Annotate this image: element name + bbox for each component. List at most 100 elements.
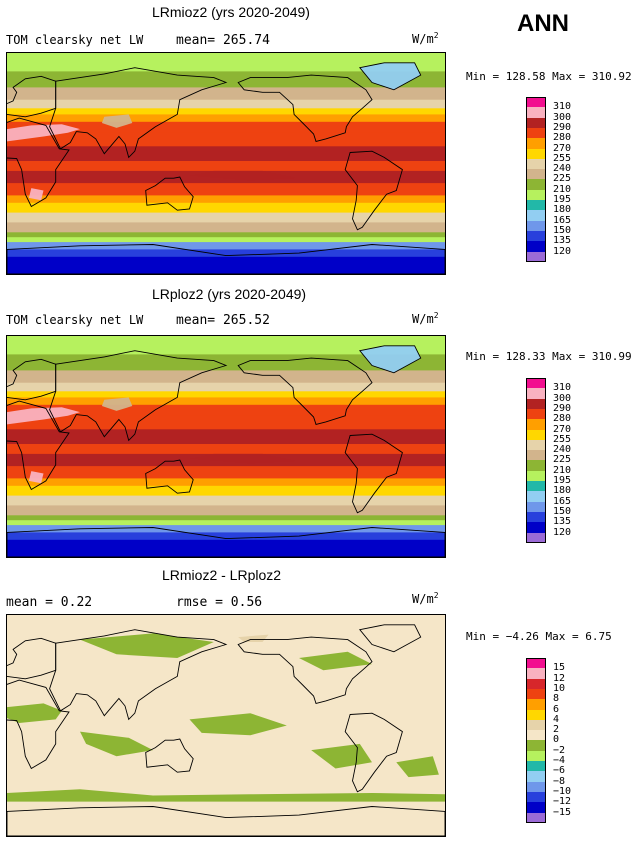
colorbar-swatch <box>526 450 546 461</box>
panel-1-title: LRmioz2 (yrs 2020-2049) <box>152 4 310 20</box>
field-feature <box>7 124 80 142</box>
colorbar-swatch <box>526 532 546 544</box>
colorbar-swatch <box>526 761 546 772</box>
anomaly-region <box>299 651 372 671</box>
colorbar-swatch <box>526 781 546 793</box>
anomaly-region <box>189 713 287 736</box>
colorbar-swatch <box>526 97 546 108</box>
colorbar-swatch <box>526 148 546 160</box>
colorbar-swatch <box>526 429 546 441</box>
coastline <box>7 75 57 118</box>
field-feature <box>101 397 133 411</box>
zonal-band <box>7 195 445 204</box>
colorbar-swatch <box>526 408 546 420</box>
colorbar-swatch <box>526 439 546 451</box>
field-feature <box>28 471 44 484</box>
coastline <box>7 637 57 680</box>
zonal-band <box>7 249 445 258</box>
zonal-band <box>7 202 445 214</box>
colorbar-level-label: −10 <box>553 785 572 797</box>
colorbar-level-label: −15 <box>553 806 572 818</box>
zonal-band <box>7 429 445 445</box>
zonal-band <box>7 232 445 238</box>
colorbar-swatch <box>526 220 546 232</box>
colorbar-level-label: 8 <box>553 693 560 705</box>
colorbar-swatch <box>526 678 546 690</box>
field-feature <box>101 114 133 128</box>
coastline <box>344 150 403 231</box>
zonal-band <box>7 354 445 371</box>
colorbar-level-label: 210 <box>553 183 572 195</box>
colorbar-swatch <box>526 200 546 211</box>
colorbar-swatch <box>526 750 546 762</box>
colorbar-level-label: 180 <box>553 485 572 497</box>
colorbar-level-label: 310 <box>553 382 572 394</box>
zonal-band <box>7 415 445 430</box>
colorbar-swatch <box>526 802 546 813</box>
zonal-band <box>7 391 445 398</box>
colorbar-swatch <box>526 419 546 430</box>
colorbar-level-label: 180 <box>553 204 572 216</box>
colorbar-level-label: 225 <box>553 173 572 185</box>
panel-3-map <box>6 614 446 837</box>
colorbar-level-label: −6 <box>553 765 566 777</box>
coastline <box>7 806 445 836</box>
anomaly-region <box>7 789 445 802</box>
colorbar-level-label: 150 <box>553 224 572 236</box>
colorbar-level-label: 150 <box>553 505 572 517</box>
colorbar-level-label: 270 <box>553 423 572 435</box>
colorbar-swatch <box>526 522 546 533</box>
coastline <box>49 67 228 159</box>
zonal-band <box>7 87 445 101</box>
zonal-band <box>7 466 445 479</box>
colorbar-level-label: 300 <box>553 392 572 404</box>
colorbar-swatch <box>526 658 546 669</box>
colorbar-swatch <box>526 771 546 782</box>
colorbar-swatch <box>526 210 546 221</box>
coastline <box>145 738 194 773</box>
zonal-band <box>7 121 445 134</box>
colorbar-level-label: 210 <box>553 464 572 476</box>
zonal-band <box>7 222 445 233</box>
zonal-band <box>7 53 445 72</box>
panel-3-rmse: rmse = 0.56 <box>176 595 263 610</box>
colorbar-swatch <box>526 241 546 252</box>
colorbar-level-label: 2 <box>553 724 560 736</box>
panel-2-mean: mean= 265.52 <box>176 313 270 328</box>
colorbar-level-label: 280 <box>553 413 572 425</box>
field-feature <box>189 170 299 181</box>
coastline <box>7 679 70 770</box>
colorbar-level-label: 195 <box>553 194 572 205</box>
colorbar-level-label: 300 <box>553 111 572 123</box>
colorbar-swatch <box>526 511 546 523</box>
panel-2-title: LRploz2 (yrs 2020-2049) <box>152 286 307 302</box>
colorbar-swatch <box>526 668 546 679</box>
anomaly-region <box>7 703 62 723</box>
colorbar-level-label: 135 <box>553 516 572 528</box>
zonal-band <box>7 485 445 497</box>
panel-3-title: LRmioz2 - LRploz2 <box>162 567 282 583</box>
colorbar-swatch <box>526 179 546 191</box>
coastline <box>344 712 403 793</box>
anomaly-region <box>80 731 153 757</box>
colorbar-level-label: 240 <box>553 163 572 175</box>
panel-1-minmax: Min = 128.58 Max = 310.92 <box>466 70 632 83</box>
zonal-band <box>7 336 445 355</box>
colorbar-swatch <box>526 117 546 129</box>
panel-2-units: W/m2 <box>412 311 439 326</box>
anomaly-region <box>80 633 214 658</box>
colorbar-swatch <box>526 251 546 263</box>
coastline <box>7 400 70 491</box>
colorbar-level-label: 6 <box>553 703 560 715</box>
coastline <box>344 433 403 514</box>
colorbar-level-label: 270 <box>553 142 572 154</box>
colorbar-swatch <box>526 791 546 803</box>
colorbar-swatch <box>526 138 546 149</box>
colorbar-swatch <box>526 481 546 492</box>
colorbar-level-label: 120 <box>553 526 572 538</box>
coastline <box>7 527 445 557</box>
field-feature <box>7 407 80 425</box>
panel-2-map <box>6 335 446 558</box>
colorbar-level-label: 310 <box>553 101 572 113</box>
panel-1-mean: mean= 265.74 <box>176 33 270 48</box>
